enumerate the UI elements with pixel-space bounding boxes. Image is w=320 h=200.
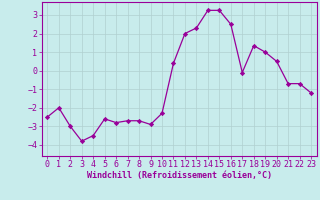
X-axis label: Windchill (Refroidissement éolien,°C): Windchill (Refroidissement éolien,°C) [87,171,272,180]
